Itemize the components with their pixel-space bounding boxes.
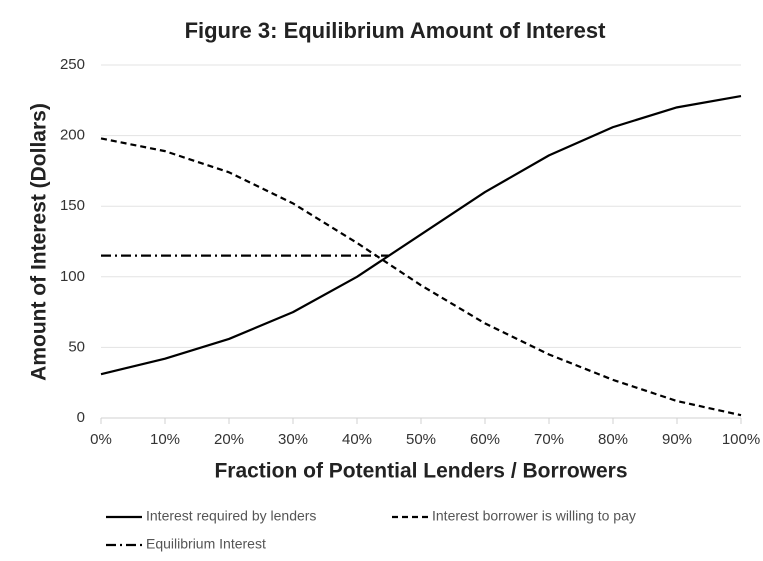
legend-label: Interest borrower is willing to pay xyxy=(432,508,636,524)
legend-label: Equilibrium Interest xyxy=(146,536,266,552)
x-tick-label: 90% xyxy=(662,431,692,448)
y-tick-label: 100 xyxy=(60,268,85,285)
x-tick-label: 80% xyxy=(598,431,628,448)
chart-title: Figure 3: Equilibrium Amount of Interest xyxy=(185,18,607,43)
y-tick-label: 200 xyxy=(60,127,85,144)
x-tick-label: 40% xyxy=(342,431,372,448)
x-tick-label: 30% xyxy=(278,431,308,448)
y-tick-label: 250 xyxy=(60,56,85,73)
x-tick-label: 20% xyxy=(214,431,244,448)
x-tick-label: 50% xyxy=(406,431,436,448)
y-tick-label: 150 xyxy=(60,197,85,214)
line-series xyxy=(100,137,742,417)
y-tick-label: 0 xyxy=(77,409,85,426)
x-tick-label: 10% xyxy=(150,431,180,448)
x-tick-label: 0% xyxy=(90,431,112,448)
line-series xyxy=(100,94,742,376)
x-tick-label: 70% xyxy=(534,431,564,448)
legend-label: Interest required by lenders xyxy=(146,508,316,524)
y-axis-label: Amount of Interest (Dollars) xyxy=(28,103,51,381)
x-tick-label: 60% xyxy=(470,431,500,448)
y-tick-label: 50 xyxy=(68,338,85,355)
x-tick-label: 100% xyxy=(722,431,760,448)
x-axis-label: Fraction of Potential Lenders / Borrower… xyxy=(214,460,627,483)
